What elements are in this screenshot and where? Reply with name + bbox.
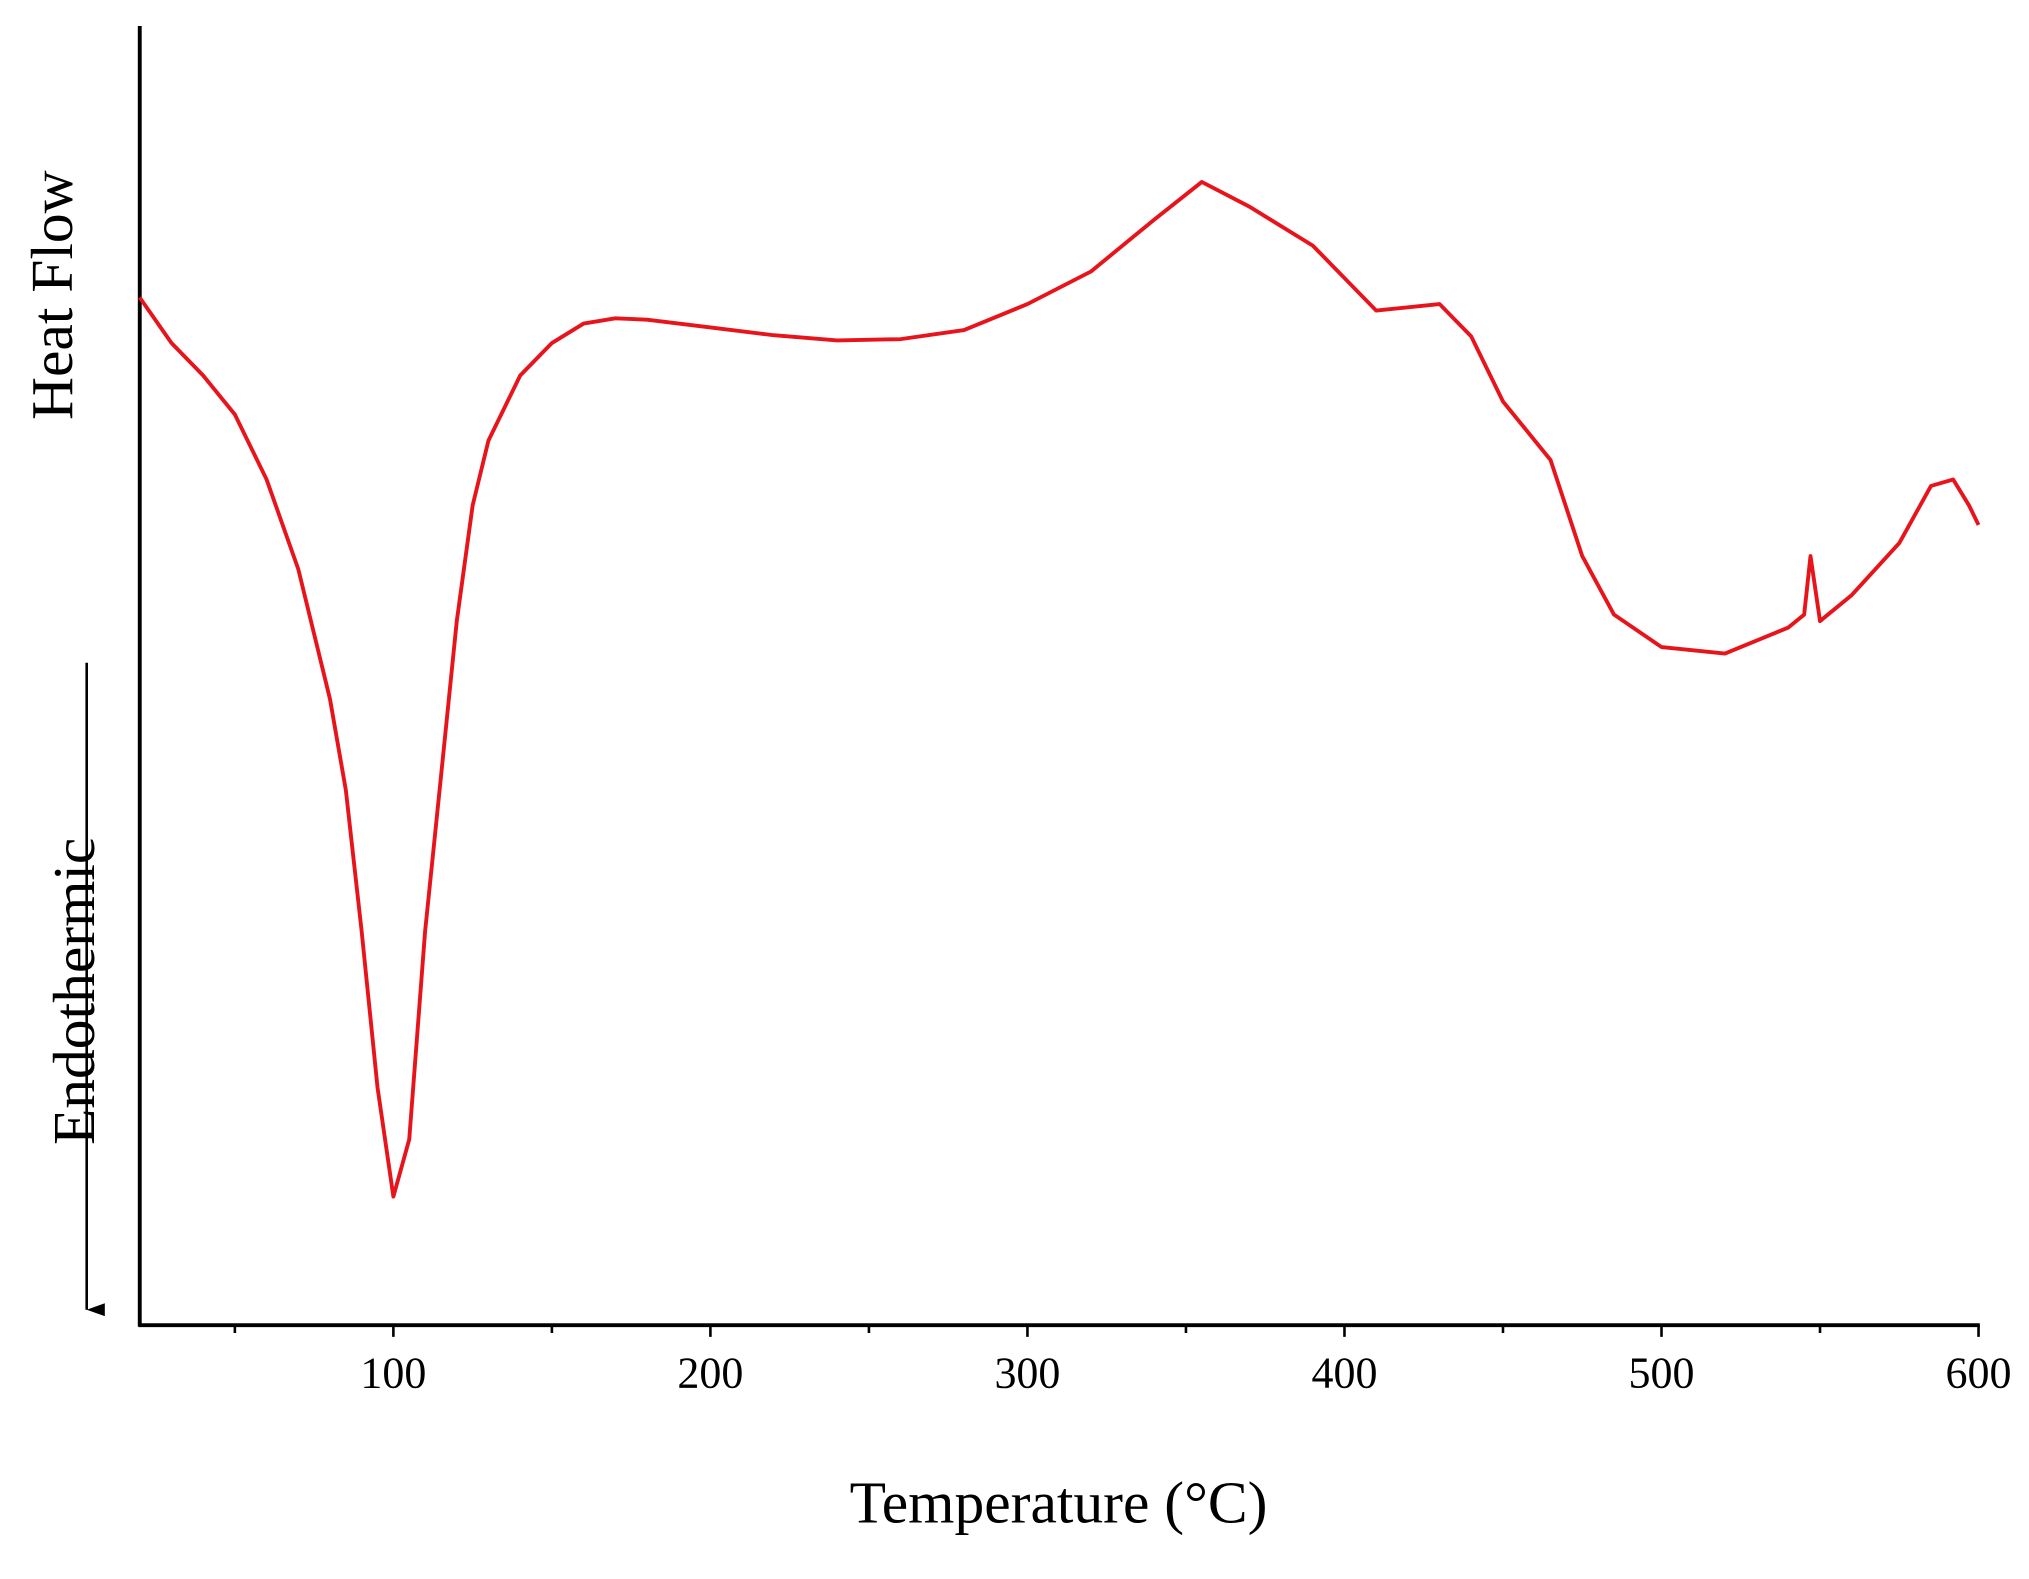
x-tick-label: 300 (994, 1348, 1060, 1397)
x-tick-label: 100 (360, 1348, 426, 1397)
x-tick-label: 400 (1311, 1348, 1377, 1397)
y-axis-title: Heat Flow (19, 170, 85, 420)
annotation: Endothermic (41, 838, 107, 1145)
line (138, 179, 1981, 1199)
x-axis-title: Temperature (°C) (850, 1470, 1268, 1536)
x-tick-label: 200 (677, 1348, 743, 1397)
x-tick-label: 500 (1629, 1348, 1695, 1397)
x-tick-label: 600 (1946, 1348, 2012, 1397)
